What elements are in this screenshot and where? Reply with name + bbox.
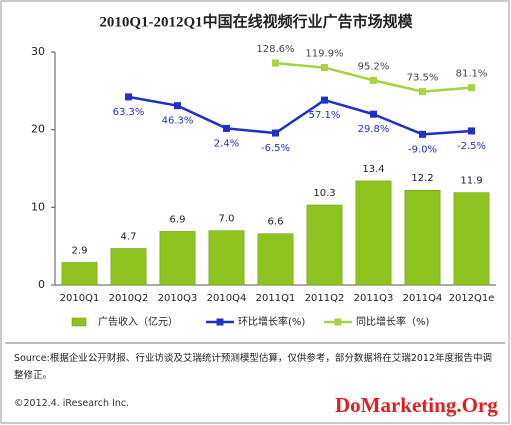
bar-label: 7.0 — [219, 214, 235, 225]
y-tick-label: 30 — [31, 45, 45, 58]
bar — [306, 204, 343, 286]
line — [128, 95, 472, 136]
marker — [370, 76, 377, 84]
x-tick-label: 2011Q3 — [354, 293, 394, 304]
point-label: 119.9% — [305, 49, 343, 60]
bar-label: 13.4 — [362, 164, 384, 175]
bar — [453, 192, 490, 286]
point-label: 73.5% — [407, 73, 439, 84]
point-label: 63.3% — [113, 107, 145, 118]
x-tick-label: 2012Q1e — [449, 293, 495, 304]
marker — [125, 93, 132, 101]
bar-label: 4.7 — [121, 231, 137, 242]
bar — [110, 248, 147, 286]
bar-label: 10.3 — [313, 188, 335, 199]
x-tick-label: 2011Q1 — [256, 293, 296, 304]
marker — [223, 124, 230, 132]
bar — [61, 262, 98, 286]
watermark: DoMarketing.Org — [335, 393, 498, 417]
legend-label: 环比增长率(%) — [238, 315, 305, 328]
marker — [321, 96, 328, 104]
point-label: 57.1% — [309, 110, 341, 121]
marker — [468, 84, 475, 92]
point-label: -6.5% — [261, 143, 290, 154]
point-label: 95.2% — [358, 61, 390, 72]
marker — [419, 130, 426, 138]
point-label: 81.1% — [456, 69, 488, 80]
point-label: -2.5% — [457, 141, 486, 152]
y-tick-label: 0 — [38, 278, 45, 291]
bar-label: 11.9 — [460, 176, 482, 187]
point-label: 46.3% — [162, 116, 194, 127]
bar — [355, 180, 392, 286]
point-label: 128.6% — [256, 44, 294, 55]
legend-swatch — [334, 318, 342, 326]
marker — [468, 127, 475, 135]
marker — [370, 110, 377, 118]
bar-label: 12.2 — [411, 173, 433, 184]
chart-title: 2010Q1-2012Q1中国在线视频行业广告市场规模 — [99, 12, 413, 30]
marker — [272, 129, 279, 137]
y-tick-label: 10 — [31, 200, 45, 213]
bar-label: 2.9 — [72, 245, 88, 256]
x-tick-label: 2010Q4 — [207, 293, 247, 304]
x-tick-label: 2010Q2 — [109, 293, 149, 304]
bar — [257, 233, 294, 286]
legend-label: 同比增长率（%) — [356, 315, 430, 328]
bar — [404, 189, 441, 286]
point-label: -9.0% — [408, 144, 437, 155]
bar-label: 6.9 — [170, 214, 186, 225]
legend-swatch — [71, 317, 87, 327]
x-tick-label: 2011Q2 — [305, 293, 345, 304]
marker — [321, 64, 328, 72]
point-label: 29.8% — [358, 124, 390, 135]
legend-label: 广告收入（亿元） — [98, 315, 178, 328]
marker — [174, 102, 181, 110]
marker — [419, 88, 426, 96]
x-tick-label: 2010Q3 — [158, 293, 198, 304]
y-tick-label: 20 — [31, 123, 45, 136]
bar — [159, 231, 196, 286]
point-label: 2.4% — [214, 138, 239, 149]
legend-swatch — [216, 318, 224, 326]
source-note: Source:根据企业公开财报、行业访谈及艾瑞统计预测模型估算，仅供参考，部分数… — [14, 353, 493, 381]
x-tick-label: 2010Q1 — [60, 293, 100, 304]
x-tick-label: 2011Q4 — [403, 293, 443, 304]
marker — [272, 59, 279, 67]
bar-label: 6.6 — [268, 217, 284, 228]
copyright: ©2012.4. iResearch Inc. — [14, 398, 130, 409]
bar — [208, 230, 245, 286]
